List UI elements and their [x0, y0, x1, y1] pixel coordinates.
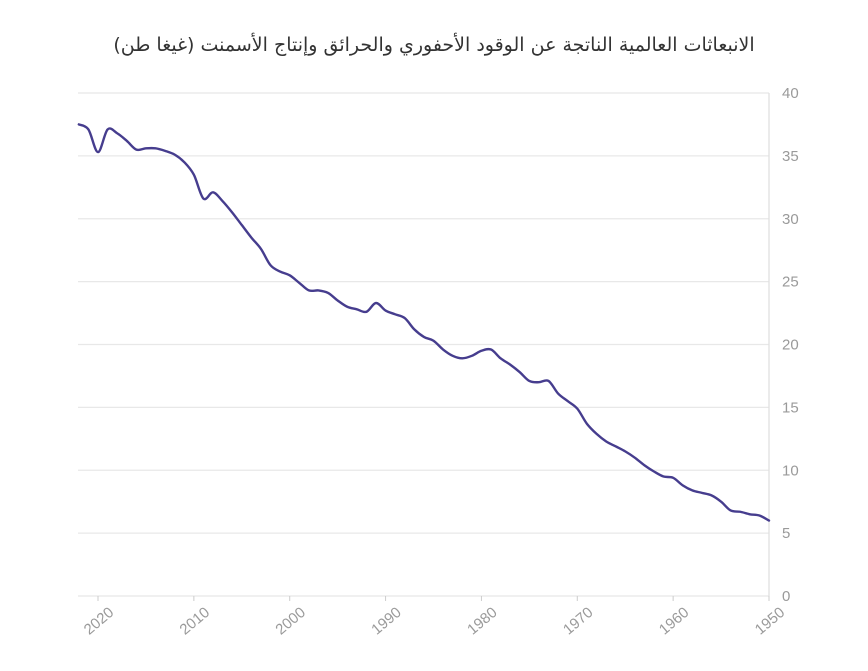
x-tick-label: 1970 [560, 604, 596, 638]
y-tick-label: 30 [782, 211, 799, 228]
x-tick-label: 2020 [81, 604, 117, 638]
x-tick-label: 2010 [177, 604, 213, 638]
y-tick-label: 20 [782, 337, 799, 354]
y-tick-label: 0 [782, 588, 790, 605]
emissions-line [77, 123, 771, 522]
y-tick-label: 15 [782, 399, 799, 416]
x-tick-label: 1950 [752, 604, 788, 638]
gridlines [78, 92, 770, 597]
x-tick-label: 1980 [464, 604, 500, 638]
y-axis-ticks: 0 5 10 15 20 25 30 35 40 [782, 85, 799, 605]
x-tick-label: 2000 [272, 604, 308, 638]
chart-title: الانبعاثات العالمية الناتجة عن الوقود ال… [113, 34, 755, 56]
x-axis-ticks: 1950 1960 1970 1980 1990 2000 2010 2020 [81, 596, 788, 638]
y-tick-label: 10 [782, 462, 799, 479]
y-tick-label: 25 [782, 274, 799, 291]
y-tick-label: 5 [782, 525, 790, 542]
x-tick-label: 1960 [656, 604, 692, 638]
y-tick-label: 35 [782, 148, 799, 165]
y-tick-label: 40 [782, 85, 799, 102]
x-tick-label: 1990 [368, 604, 404, 638]
